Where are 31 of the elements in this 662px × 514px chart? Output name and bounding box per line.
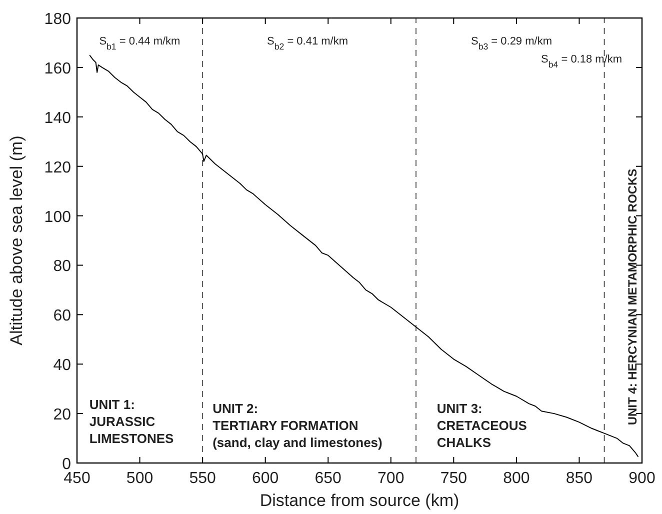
annotation: S$_{b4}$ = 0.18 m/km (541, 54, 622, 70)
x-tick-label: 700 (378, 470, 404, 487)
x-tick-label: 800 (503, 470, 530, 487)
y-tick-label: 0 (62, 456, 72, 473)
annotation: UNIT 3: CRETACEOUS CHALKS (436, 400, 528, 450)
x-tick-label: 850 (566, 470, 593, 487)
annotation: UNIT 1: JURASSIC LIMESTONES (89, 396, 174, 446)
x-tick-label: 600 (252, 470, 279, 487)
x-tick-label: 900 (628, 470, 656, 487)
annotation: S$_{b1}$ = 0.44 m/km (99, 36, 180, 52)
annotation: S$_{b2}$ = 0.41 m/km (267, 36, 348, 52)
x-tick-label: 500 (126, 470, 154, 487)
y-tick-label: 20 (53, 406, 72, 424)
x-tick-label: 550 (189, 470, 216, 487)
y-tick-label: 100 (44, 208, 72, 226)
y-tick-label: 40 (53, 357, 72, 374)
x-tick-label: 650 (314, 470, 342, 487)
annotation: UNIT 2: TERTIARY FORMATION (sand, clay and limestones) (212, 400, 382, 450)
y-tick-label: 60 (53, 308, 72, 325)
x-tick-label: 750 (440, 470, 468, 487)
annotation: UNIT 4: HERCYNIAN METAMORPHIC ROCKS (625, 168, 640, 426)
y-tick-label: 140 (44, 110, 72, 127)
x-axis-title: Distance from source (km) (260, 491, 460, 510)
line-series (89, 54, 639, 458)
y-tick-label: 80 (53, 258, 72, 276)
y-tick-label: 160 (44, 60, 72, 78)
x-tick-label: 450 (64, 470, 90, 487)
y-axis-title: Altitude above sea level (m) (7, 136, 26, 346)
y-tick-label: 180 (44, 11, 72, 28)
y-tick-label: 120 (44, 159, 72, 176)
annotation: S$_{b3}$ = 0.29 m/km (470, 36, 552, 52)
